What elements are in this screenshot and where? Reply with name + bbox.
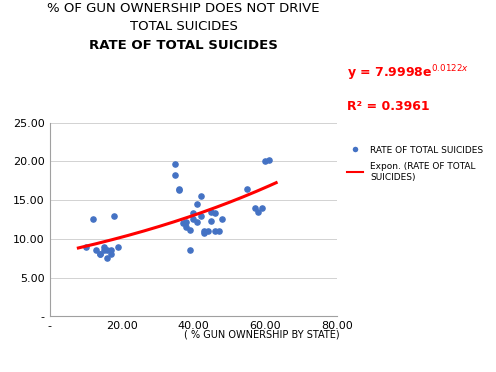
Point xyxy=(100,244,108,250)
Point xyxy=(175,187,183,193)
Point xyxy=(200,228,208,234)
Text: y = 7.9998e$^{0.0122x}$: y = 7.9998e$^{0.0122x}$ xyxy=(347,63,469,83)
Point xyxy=(204,228,212,234)
Text: R² = 0.3961: R² = 0.3961 xyxy=(347,100,430,113)
Text: RATE OF TOTAL SUICIDES: RATE OF TOTAL SUICIDES xyxy=(89,39,278,52)
Point xyxy=(172,161,180,167)
Point xyxy=(81,244,89,250)
Point xyxy=(193,219,201,225)
Point xyxy=(196,213,204,219)
Point xyxy=(172,171,180,177)
Point xyxy=(254,209,262,215)
Point xyxy=(200,230,208,235)
Point xyxy=(96,251,104,257)
Point xyxy=(182,224,190,230)
Point xyxy=(107,251,115,257)
Point xyxy=(114,244,122,250)
Text: ( % GUN OWNERSHIP BY STATE): ( % GUN OWNERSHIP BY STATE) xyxy=(184,329,340,339)
Point xyxy=(179,220,186,226)
Text: % OF GUN OWNERSHIP DOES NOT DRIVE: % OF GUN OWNERSHIP DOES NOT DRIVE xyxy=(47,2,320,15)
Point xyxy=(107,247,115,253)
Point xyxy=(211,228,219,234)
Point xyxy=(196,193,204,199)
Point xyxy=(207,218,215,224)
Point xyxy=(175,186,183,192)
Point xyxy=(218,217,226,222)
Point xyxy=(261,158,269,164)
Point xyxy=(189,210,197,216)
Point xyxy=(215,228,223,234)
Point xyxy=(92,247,100,253)
Point xyxy=(244,186,251,192)
Point xyxy=(193,201,201,207)
Point xyxy=(110,213,119,219)
Point xyxy=(186,227,194,232)
Point xyxy=(207,209,215,215)
Point xyxy=(265,157,273,163)
Text: TOTAL SUICIDES: TOTAL SUICIDES xyxy=(129,20,238,33)
Legend: RATE OF TOTAL SUICIDES, Expon. (RATE OF TOTAL
SUICIDES): RATE OF TOTAL SUICIDES, Expon. (RATE OF … xyxy=(347,146,483,182)
Point xyxy=(186,247,194,253)
Point xyxy=(89,217,97,222)
Point xyxy=(103,247,111,253)
Point xyxy=(189,217,197,222)
Point xyxy=(250,205,258,211)
Point xyxy=(258,205,266,211)
Point xyxy=(100,247,108,253)
Point xyxy=(182,219,190,225)
Point xyxy=(96,251,104,257)
Point xyxy=(103,255,111,261)
Point xyxy=(211,210,219,216)
